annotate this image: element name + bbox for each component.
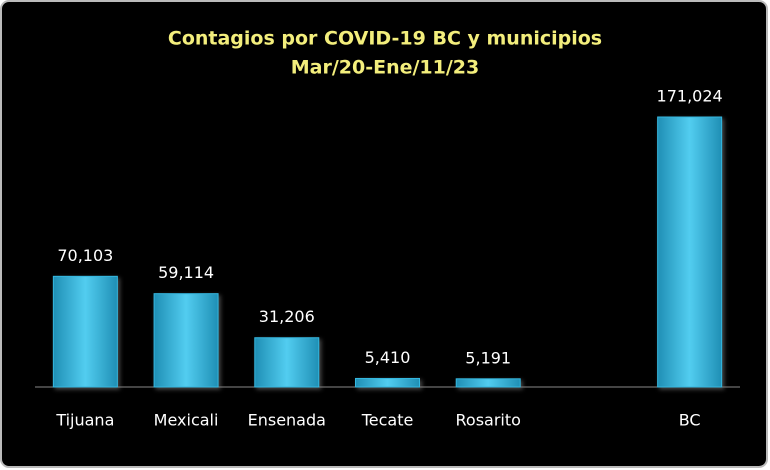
bar bbox=[455, 378, 521, 388]
bar bbox=[355, 377, 420, 388]
value-label: 31,206 bbox=[259, 307, 315, 326]
x-tick-label: BC bbox=[679, 411, 701, 430]
value-label: 5,191 bbox=[465, 348, 511, 367]
value-label: 70,103 bbox=[57, 246, 113, 265]
chart-title: Contagios por COVID-19 BC y municipios bbox=[168, 28, 602, 50]
chart-subtitle: Mar/20-Ene/11/23 bbox=[291, 57, 480, 79]
bar bbox=[254, 337, 320, 388]
x-tick-label: Tecate bbox=[361, 411, 414, 430]
value-label: 5,410 bbox=[365, 348, 411, 367]
x-tick-label: Mexicali bbox=[154, 411, 219, 430]
value-label: 171,024 bbox=[657, 87, 723, 106]
bar bbox=[657, 116, 723, 388]
x-tick-label: Tijuana bbox=[55, 411, 114, 430]
bar bbox=[153, 293, 219, 388]
x-tick-label: Ensenada bbox=[248, 411, 326, 430]
bar bbox=[52, 275, 118, 388]
value-label: 59,114 bbox=[158, 263, 214, 282]
x-tick-label: Rosarito bbox=[456, 411, 521, 430]
